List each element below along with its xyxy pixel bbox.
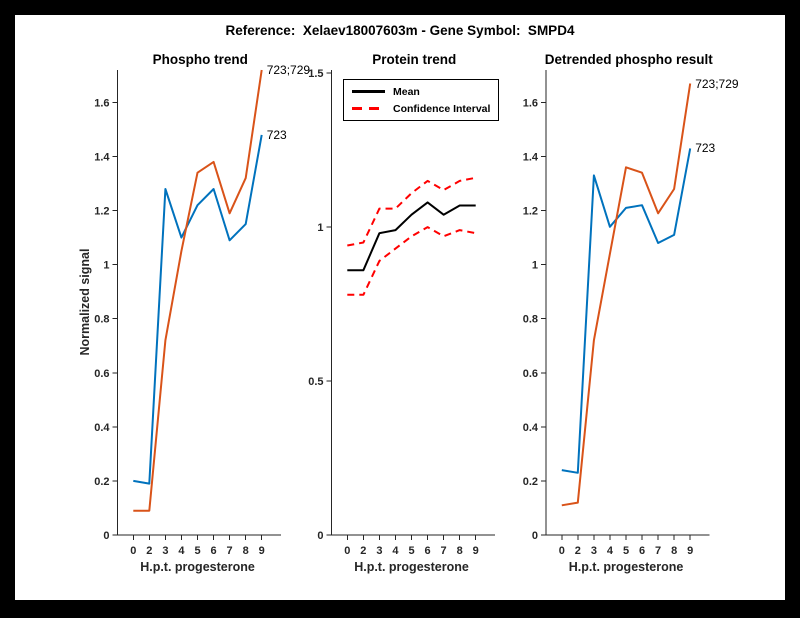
series-line-723-729 bbox=[133, 69, 263, 512]
x-tick-label: 7 bbox=[441, 545, 447, 557]
x-tick-label: 3 bbox=[162, 545, 168, 557]
x-tick-label: 2 bbox=[146, 545, 152, 557]
x-axis-label: H.p.t. progesterone bbox=[354, 560, 469, 574]
y-tick-label: 1 bbox=[317, 222, 323, 234]
x-tick-label: 6 bbox=[424, 545, 430, 557]
panel-title-phospho-trend: Phospho trend bbox=[152, 52, 248, 67]
legend-label-mean: Mean bbox=[393, 85, 420, 98]
x-tick-label: 7 bbox=[227, 545, 233, 557]
x-tick-label: 8 bbox=[457, 545, 463, 557]
y-tick-label: 0.4 bbox=[94, 422, 110, 434]
x-axis-label: H.p.t. progesterone bbox=[140, 560, 255, 574]
y-tick-label: 1 bbox=[103, 260, 109, 272]
x-tick-label: 3 bbox=[376, 545, 382, 557]
legend-solid-line-sample bbox=[352, 90, 385, 93]
y-tick-label: 1.6 bbox=[94, 97, 109, 109]
y-tick-label: 0 bbox=[103, 530, 109, 542]
legend-dashed-line-sample bbox=[352, 107, 385, 110]
line-end-label-723: 723 bbox=[695, 141, 716, 156]
y-tick-label: 1.4 bbox=[523, 152, 539, 164]
y-tick-label: 0 bbox=[532, 530, 538, 542]
line-end-label-723: 723 bbox=[266, 127, 287, 142]
y-tick-label: 0 bbox=[317, 530, 323, 542]
x-tick-label: 4 bbox=[392, 545, 399, 557]
y-tick-label: 1.4 bbox=[94, 152, 110, 164]
series-line-mean bbox=[347, 201, 476, 272]
panel-title-detrended-phospho-result: Detrended phospho result bbox=[544, 52, 713, 67]
y-tick-label: 0.6 bbox=[523, 368, 538, 380]
y-tick-label: 0.8 bbox=[94, 314, 109, 326]
figure-window: Reference: Xelaev18007603m - Gene Symbol… bbox=[15, 15, 785, 600]
y-tick-label: 1.5 bbox=[308, 68, 323, 80]
x-tick-label: 0 bbox=[344, 545, 350, 557]
legend-row-mean: Mean bbox=[352, 85, 490, 98]
x-tick-label: 9 bbox=[473, 545, 479, 557]
plots-canvas: 00.20.40.60.811.21.41.60 2 3 4 5 6 7 8 900.511.5… bbox=[94, 68, 710, 557]
x-tick-label: 5 bbox=[408, 545, 414, 557]
x-tick-label: 8 bbox=[671, 545, 677, 557]
y-tick-label: 1.2 bbox=[94, 206, 109, 218]
y-tick-label: 1.2 bbox=[523, 206, 538, 218]
y-tick-label: 1 bbox=[532, 260, 538, 272]
line-end-label-723-729: 723;729 bbox=[695, 76, 739, 91]
legend: Mean Confidence Interval bbox=[343, 79, 500, 121]
x-tick-label: 2 bbox=[575, 545, 581, 557]
x-tick-label: 5 bbox=[194, 545, 200, 557]
panel-title-protein-trend: Protein trend bbox=[372, 52, 457, 67]
x-tick-label: 4 bbox=[178, 545, 185, 557]
series-line-723-729 bbox=[561, 83, 692, 507]
x-tick-label: 0 bbox=[130, 545, 136, 557]
y-tick-label: 0.4 bbox=[523, 422, 539, 434]
x-tick-label: 5 bbox=[623, 545, 629, 557]
series-line-confidence-interval-upper bbox=[347, 176, 476, 247]
x-tick-label: 7 bbox=[655, 545, 661, 557]
y-tick-label: 0.2 bbox=[523, 476, 538, 488]
x-tick-label: 6 bbox=[639, 545, 645, 557]
y-tick-label: 0.8 bbox=[523, 314, 538, 326]
y-axis-label: Normalized signal bbox=[78, 248, 92, 356]
series-line-723 bbox=[133, 134, 263, 485]
legend-row-confidence-interval: Confidence Interval bbox=[352, 102, 490, 115]
x-tick-label: 8 bbox=[243, 545, 249, 557]
x-tick-label: 2 bbox=[360, 545, 366, 557]
y-tick-label: 0.6 bbox=[94, 368, 109, 380]
x-axis-label: H.p.t. progesterone bbox=[568, 560, 684, 574]
x-tick-label: 9 bbox=[259, 545, 265, 557]
figure-title: Reference: Xelaev18007603m - Gene Symbol… bbox=[225, 23, 575, 38]
x-tick-label: 9 bbox=[687, 545, 693, 557]
series-line-confidence-interval-lower bbox=[347, 226, 476, 296]
x-tick-label: 4 bbox=[607, 545, 614, 557]
y-tick-label: 1.6 bbox=[523, 97, 538, 109]
x-tick-label: 0 bbox=[559, 545, 565, 557]
y-tick-label: 0.5 bbox=[308, 376, 323, 388]
legend-label-confidence-interval: Confidence Interval bbox=[393, 102, 491, 115]
y-tick-label: 0.2 bbox=[94, 476, 109, 488]
x-tick-label: 3 bbox=[591, 545, 597, 557]
series-line-723 bbox=[561, 148, 692, 474]
x-tick-label: 6 bbox=[210, 545, 216, 557]
line-end-label-723-729: 723;729 bbox=[266, 63, 311, 77]
